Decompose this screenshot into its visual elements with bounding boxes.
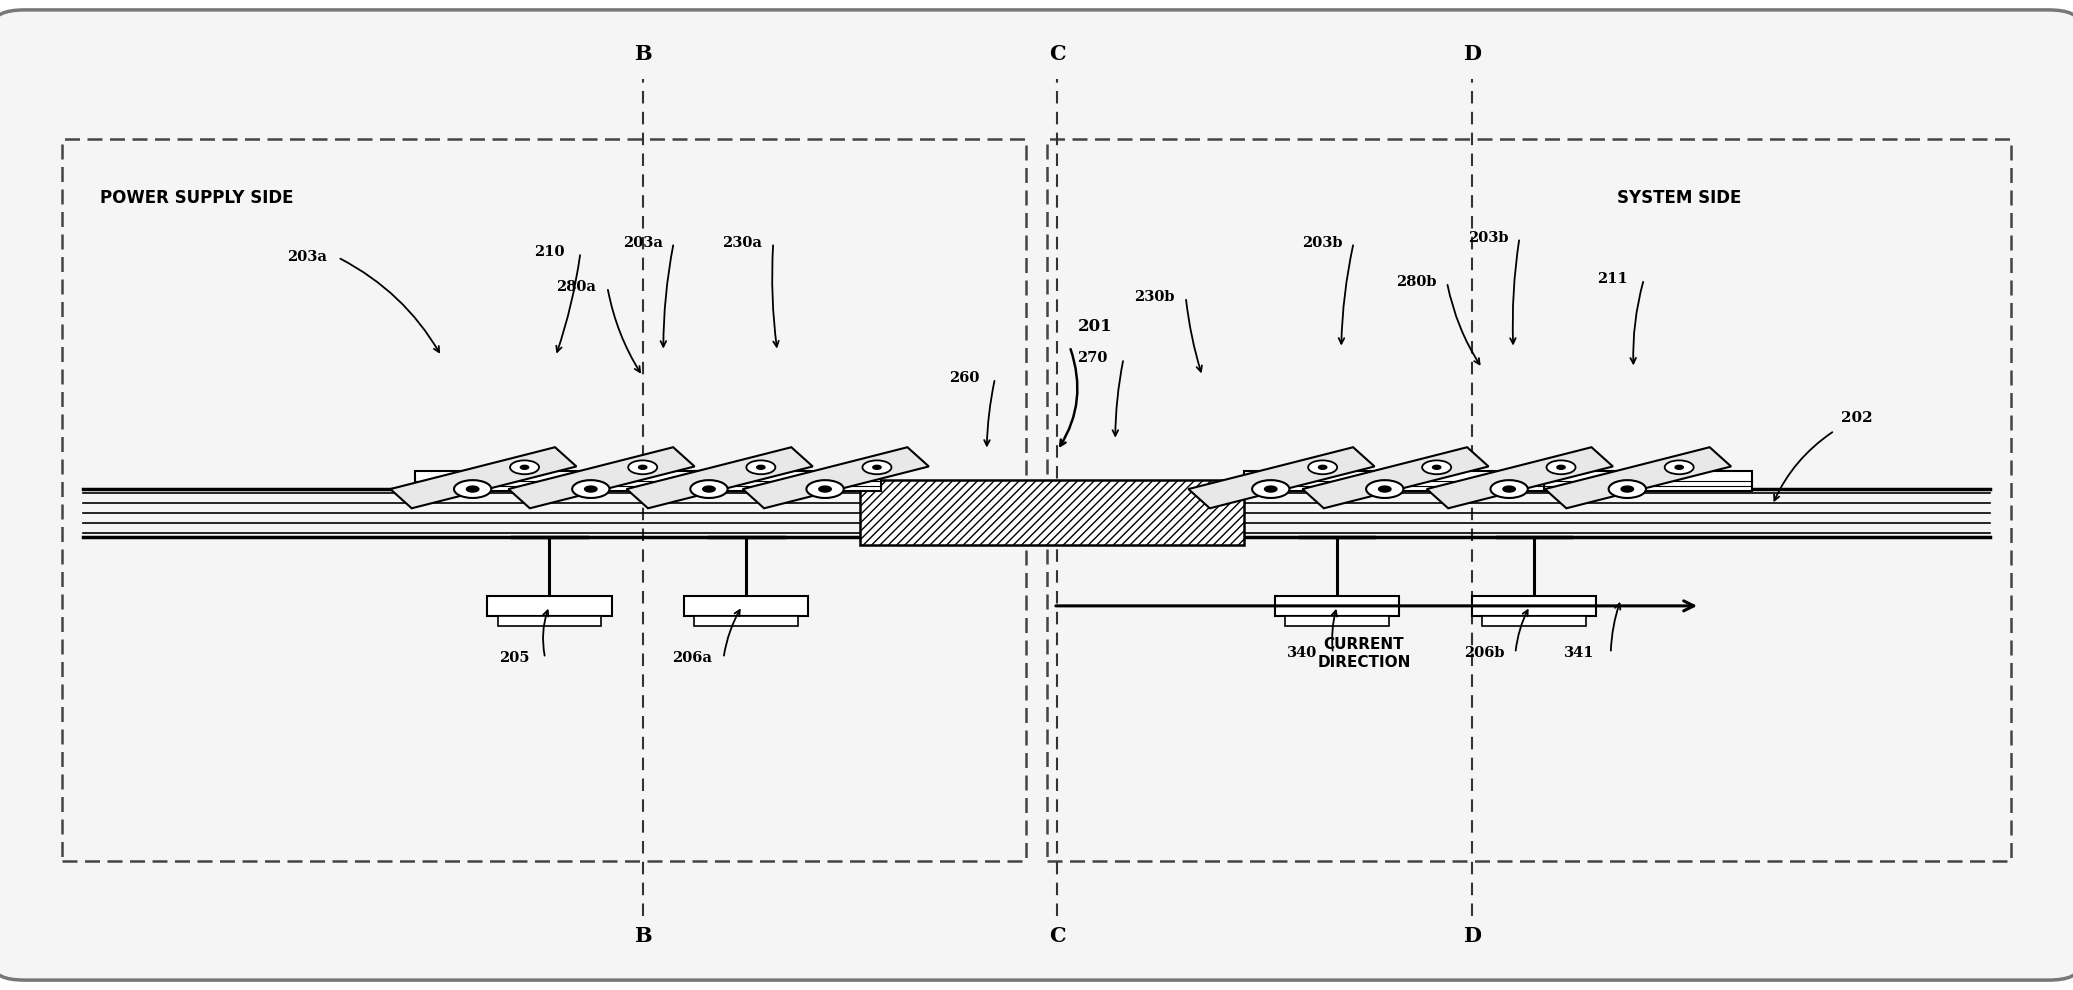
- Circle shape: [1366, 480, 1403, 498]
- Bar: [860, 480, 1244, 544]
- Bar: [860, 480, 1244, 544]
- Polygon shape: [1302, 447, 1488, 508]
- Bar: [694, 471, 881, 491]
- Bar: [1275, 596, 1399, 616]
- Circle shape: [1621, 486, 1634, 492]
- Polygon shape: [742, 447, 929, 508]
- Polygon shape: [1188, 447, 1374, 508]
- Circle shape: [1665, 460, 1694, 474]
- Circle shape: [703, 486, 715, 492]
- Text: 210: 210: [535, 246, 564, 259]
- Text: 341: 341: [1565, 646, 1594, 660]
- Bar: [1472, 596, 1596, 616]
- Circle shape: [819, 486, 831, 492]
- Bar: [1544, 471, 1752, 491]
- Circle shape: [873, 465, 881, 469]
- Text: CURRENT
DIRECTION: CURRENT DIRECTION: [1316, 637, 1412, 670]
- Circle shape: [638, 465, 647, 469]
- Polygon shape: [1544, 447, 1731, 508]
- Circle shape: [1490, 480, 1528, 498]
- Circle shape: [1318, 465, 1327, 469]
- Circle shape: [1379, 486, 1391, 492]
- Text: 260: 260: [949, 371, 978, 385]
- FancyBboxPatch shape: [0, 10, 2073, 980]
- Bar: [1244, 471, 1586, 491]
- Text: C: C: [1049, 45, 1066, 64]
- Text: 203a: 203a: [622, 236, 663, 249]
- Circle shape: [806, 480, 844, 498]
- Text: 280b: 280b: [1395, 275, 1437, 289]
- Circle shape: [1265, 486, 1277, 492]
- Circle shape: [1503, 486, 1515, 492]
- Circle shape: [1252, 480, 1289, 498]
- Circle shape: [454, 480, 491, 498]
- Text: 280a: 280a: [556, 280, 597, 294]
- Circle shape: [520, 465, 529, 469]
- Circle shape: [1422, 460, 1451, 474]
- Text: 203b: 203b: [1302, 236, 1343, 249]
- Text: POWER SUPPLY SIDE: POWER SUPPLY SIDE: [100, 189, 292, 207]
- Text: B: B: [634, 45, 651, 64]
- Circle shape: [510, 460, 539, 474]
- Polygon shape: [390, 447, 576, 508]
- Circle shape: [628, 460, 657, 474]
- Text: 230b: 230b: [1134, 290, 1175, 304]
- Text: 206a: 206a: [672, 651, 713, 665]
- Text: D: D: [1464, 45, 1480, 64]
- Text: B: B: [634, 926, 651, 945]
- Text: 205: 205: [500, 651, 529, 665]
- Text: SYSTEM SIDE: SYSTEM SIDE: [1617, 189, 1741, 207]
- Circle shape: [1432, 465, 1441, 469]
- Text: 203a: 203a: [286, 250, 328, 264]
- Text: 206b: 206b: [1464, 646, 1505, 660]
- Bar: [415, 471, 757, 491]
- Polygon shape: [508, 447, 694, 508]
- Text: C: C: [1049, 926, 1066, 945]
- Bar: [1285, 616, 1389, 626]
- Text: 202: 202: [1841, 411, 1872, 425]
- Bar: [694, 616, 798, 626]
- Circle shape: [862, 460, 891, 474]
- Circle shape: [690, 480, 728, 498]
- Text: D: D: [1464, 926, 1480, 945]
- Text: 203b: 203b: [1468, 231, 1509, 245]
- Circle shape: [757, 465, 765, 469]
- Circle shape: [572, 480, 609, 498]
- Circle shape: [585, 486, 597, 492]
- Bar: [684, 596, 808, 616]
- Circle shape: [1557, 465, 1565, 469]
- Bar: [1482, 616, 1586, 626]
- Circle shape: [1546, 460, 1575, 474]
- Circle shape: [1675, 465, 1683, 469]
- Text: 270: 270: [1078, 351, 1107, 365]
- Polygon shape: [1426, 447, 1613, 508]
- Circle shape: [746, 460, 775, 474]
- Text: 201: 201: [1078, 318, 1113, 336]
- Circle shape: [466, 486, 479, 492]
- Bar: [498, 616, 601, 626]
- Text: 340: 340: [1287, 646, 1316, 660]
- Text: 230a: 230a: [721, 236, 763, 249]
- Circle shape: [1609, 480, 1646, 498]
- Circle shape: [1308, 460, 1337, 474]
- Bar: [487, 596, 612, 616]
- Text: 211: 211: [1598, 272, 1627, 286]
- Polygon shape: [626, 447, 813, 508]
